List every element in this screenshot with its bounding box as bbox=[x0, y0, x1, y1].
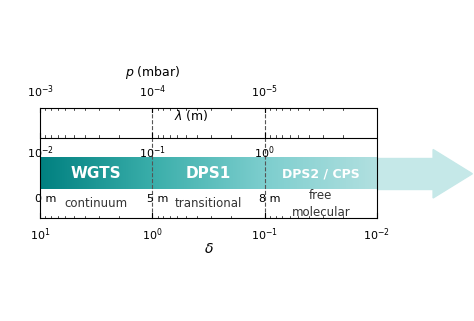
Text: $10^{-5}$: $10^{-5}$ bbox=[251, 84, 278, 100]
Text: $\lambda$ (m): $\lambda$ (m) bbox=[174, 108, 209, 123]
Text: $10^{-2}$: $10^{-2}$ bbox=[27, 145, 54, 161]
Text: 5 m: 5 m bbox=[147, 194, 168, 204]
Text: $10^{0}$: $10^{0}$ bbox=[255, 145, 275, 161]
Text: $10^{-1}$: $10^{-1}$ bbox=[251, 227, 278, 243]
Text: $\delta$: $\delta$ bbox=[204, 242, 213, 256]
Text: $10^{-3}$: $10^{-3}$ bbox=[27, 84, 54, 100]
Text: DPS1: DPS1 bbox=[186, 166, 231, 181]
Text: $10^{-4}$: $10^{-4}$ bbox=[139, 84, 166, 100]
Text: $10^{1}$: $10^{1}$ bbox=[30, 227, 50, 243]
Polygon shape bbox=[433, 150, 473, 198]
Text: 0 m: 0 m bbox=[35, 194, 56, 204]
Text: continuum: continuum bbox=[65, 197, 128, 210]
Text: WGTS: WGTS bbox=[71, 166, 122, 181]
Text: free
molecular: free molecular bbox=[292, 189, 350, 219]
Bar bbox=[377, 158, 433, 189]
Text: DPS2 / CPS: DPS2 / CPS bbox=[282, 167, 360, 180]
Text: transitional: transitional bbox=[175, 197, 242, 210]
Text: $10^{-2}$: $10^{-2}$ bbox=[364, 227, 391, 243]
Text: $p$ (mbar): $p$ (mbar) bbox=[125, 64, 180, 81]
Text: $10^{0}$: $10^{0}$ bbox=[142, 227, 163, 243]
Text: $10^{-1}$: $10^{-1}$ bbox=[139, 145, 166, 161]
Text: 8 m: 8 m bbox=[259, 194, 281, 204]
